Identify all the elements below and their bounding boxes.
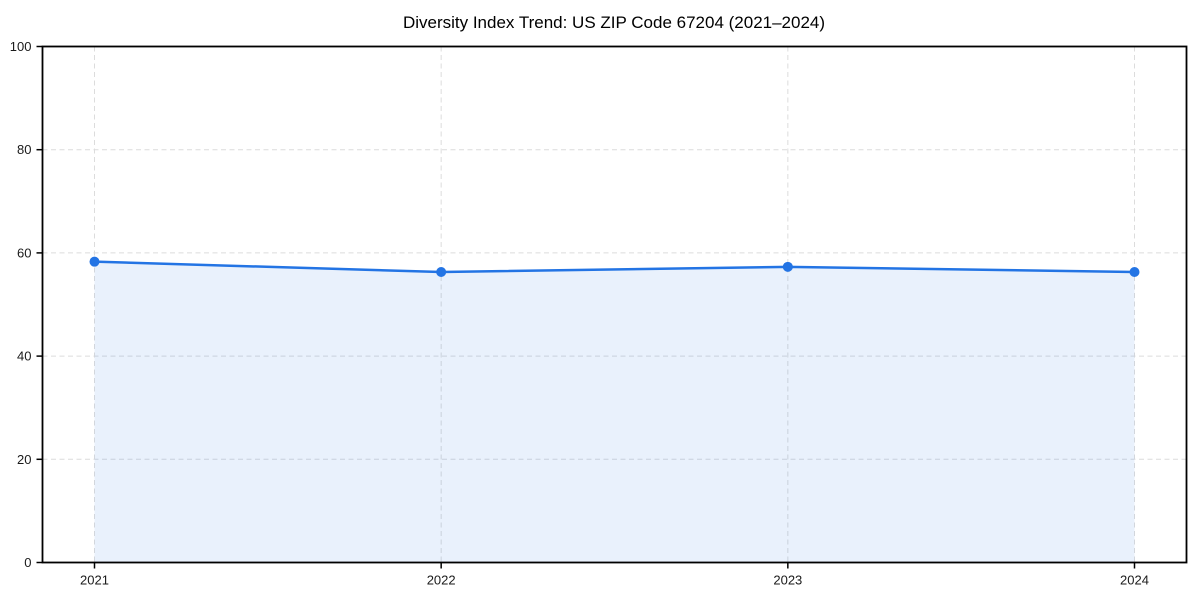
- chart-title: Diversity Index Trend: US ZIP Code 67204…: [402, 13, 826, 32]
- data-point: [782, 261, 793, 272]
- x-tick-label: 2022: [427, 573, 456, 588]
- plot-border: [41, 45, 1188, 564]
- area-fill: [94, 261, 1135, 563]
- y-tick-label: 100: [10, 39, 32, 54]
- y-tick-label: 20: [17, 452, 31, 467]
- data-point: [436, 266, 447, 277]
- data-point: [1129, 266, 1140, 277]
- y-tick-label: 80: [17, 142, 31, 157]
- data-point: [89, 256, 100, 267]
- x-tick-label: 2021: [80, 573, 109, 588]
- x-tick-label: 2024: [1120, 573, 1149, 588]
- trend-line: [93, 260, 1136, 274]
- y-tick-label: 40: [17, 349, 31, 364]
- x-tick-label: 2023: [773, 573, 802, 588]
- y-tick-label: 60: [17, 245, 31, 260]
- y-tick-label: 0: [24, 555, 31, 570]
